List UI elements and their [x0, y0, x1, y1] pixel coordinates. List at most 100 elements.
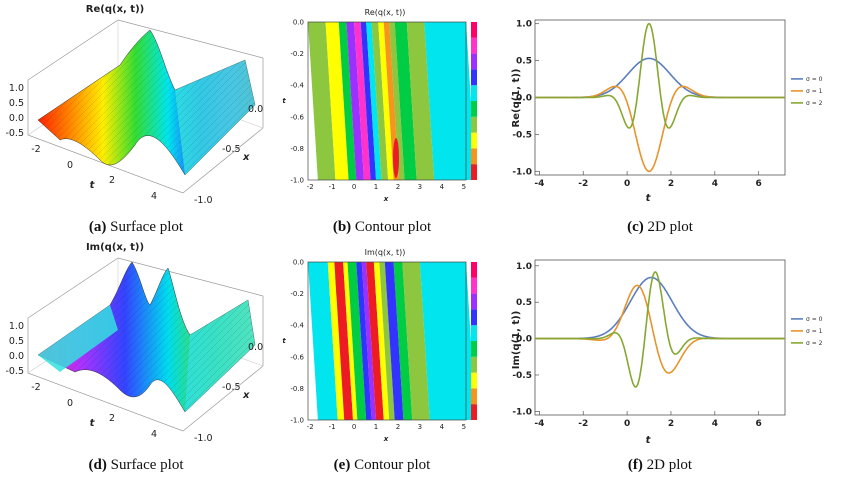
contour-band — [424, 22, 476, 180]
y-tick: -0.4 — [290, 322, 304, 330]
surface-plot-re: Re(q(x, t)) 1.0 0.5 0.0 -0.5 -2 0 2 4 t … — [5, 4, 264, 206]
caption-text: 2D plot — [646, 457, 693, 473]
x-tick: -1.0 — [194, 433, 213, 444]
x-tick: 2 — [668, 179, 674, 189]
contour-band — [371, 22, 389, 180]
contour-band — [373, 262, 390, 420]
colorbar-swatch — [471, 85, 477, 101]
x-tick: 5 — [462, 183, 466, 191]
x-tick: 3 — [418, 423, 422, 431]
y-axis-label: Im(q(1, t)) — [511, 311, 522, 370]
surface-flat-region — [38, 305, 118, 372]
x-tick: 0 — [624, 179, 630, 189]
contour-bands — [308, 262, 476, 420]
colorbar-swatch — [471, 132, 477, 149]
colorbar-swatch — [471, 293, 477, 310]
contour-band — [338, 22, 357, 180]
t-tick: 0 — [67, 398, 73, 409]
legend-label: σ = 2 — [806, 100, 823, 107]
colorbar-swatch — [471, 164, 477, 180]
x-tick: 0.0 — [248, 342, 263, 353]
y-tick: 0.0 — [516, 335, 532, 345]
x-tick: -2 — [307, 423, 314, 431]
x-tick: -4 — [534, 179, 544, 189]
t-tick: 2 — [109, 413, 115, 424]
colorbar-swatch — [471, 404, 477, 420]
y-tick: -0.6 — [290, 113, 304, 121]
contour-band — [384, 262, 404, 420]
x-tick: -0.5 — [222, 382, 241, 393]
y-axis-label: t — [282, 97, 286, 105]
x-tick: -1 — [329, 183, 336, 191]
contour-band — [379, 262, 395, 420]
contour-band — [402, 262, 430, 420]
z-tick: -0.5 — [5, 128, 24, 139]
x-axis-label: x — [383, 435, 389, 443]
contour-band — [366, 262, 384, 420]
contour-band — [356, 262, 372, 420]
surface-title: Re(q(x, t)) — [86, 4, 144, 15]
contour-band — [343, 262, 358, 420]
contour-band — [360, 22, 377, 180]
y-tick: 0.5 — [516, 298, 532, 308]
y-tick: 1.0 — [516, 20, 532, 30]
y-tick: -0.6 — [290, 353, 304, 361]
series-line — [535, 271, 785, 388]
caption-d: (d) Surface plot — [89, 457, 184, 474]
colorbar-swatch — [471, 37, 477, 54]
contour-colorbar — [471, 262, 477, 420]
contour-bands — [308, 22, 476, 317]
x-tick: 2 — [668, 419, 674, 429]
colorbar-swatch — [471, 356, 477, 373]
x-tick: 6 — [756, 419, 762, 429]
y-tick: -1.0 — [512, 167, 532, 177]
contour-frame — [307, 261, 467, 421]
x-tick: 2 — [396, 423, 400, 431]
caption-text: Contour plot — [354, 457, 431, 473]
legend-label: σ = 0 — [806, 76, 823, 83]
series-line — [535, 22, 785, 129]
x-tick: 3 — [418, 183, 422, 191]
legend-label: σ = 2 — [806, 340, 823, 347]
contour-band — [347, 262, 367, 420]
y-tick: -1.0 — [512, 407, 532, 417]
y-tick: 0.0 — [293, 259, 304, 267]
colorbar-swatch — [471, 277, 477, 294]
caption-a: (a) Surface plot — [89, 219, 183, 236]
contour-band — [308, 22, 336, 180]
surface-plot-im: Im(q(x, t)) 1.0 0.5 0.0 -0.5 -2 0 2 4 t … — [5, 242, 264, 444]
contour-band — [346, 22, 364, 180]
contour-band — [393, 262, 413, 420]
caption-tag: (b) — [332, 219, 352, 235]
colorbar-swatch — [471, 341, 477, 357]
x-tick: 4 — [712, 179, 718, 189]
x-tick: -0.5 — [222, 144, 241, 155]
y-axis-label: t — [282, 337, 286, 345]
x-tick: -2 — [578, 419, 588, 429]
caption-tag: (d) — [88, 457, 107, 473]
caption-tag: (f) — [627, 457, 643, 473]
surface-flat-grid — [175, 60, 255, 175]
contour-band — [325, 22, 349, 180]
legend-label: σ = 1 — [806, 88, 823, 95]
caption-text: Contour plot — [354, 219, 432, 235]
y-axis-label: Re(q(1, t)) — [511, 69, 522, 128]
contour-band — [419, 262, 476, 420]
contour-ticks: -2 -1 0 1 2 3 4 5 0.0 -0.2 -0.4 -0.6 -0.8 -1.0 — [290, 19, 466, 192]
colorbar-swatch — [471, 325, 477, 341]
x-tick: -1.0 — [194, 195, 213, 206]
t-tick: 2 — [109, 175, 115, 186]
x-tick: 0 — [624, 419, 630, 429]
series-line — [535, 284, 785, 374]
caption-tag: (a) — [88, 219, 107, 235]
contour-title: Re(q(x, t)) — [365, 8, 406, 17]
colorbar-swatch — [471, 148, 477, 165]
x-tick: 2 — [396, 183, 400, 191]
contour-extremum — [393, 138, 399, 178]
contour-frame — [307, 21, 467, 181]
y-tick: 0.0 — [293, 19, 304, 27]
t-tick: -2 — [31, 382, 40, 393]
contour-band — [334, 262, 353, 420]
y-tick: -0.8 — [290, 145, 304, 153]
